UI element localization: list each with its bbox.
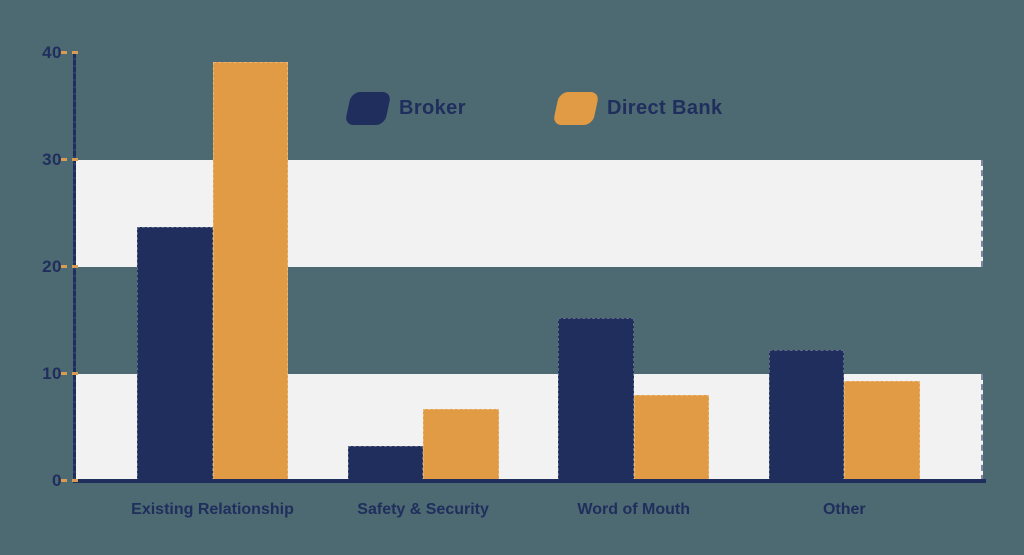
y-tick-label: 30: [42, 150, 62, 169]
x-axis-label: Word of Mouth: [577, 501, 690, 518]
bar-broker-1: [347, 445, 424, 481]
y-tick-label: 40: [42, 43, 62, 62]
y-tick-mark: [61, 265, 78, 268]
direct-bank-swatch-icon: [552, 92, 600, 125]
bar-direct-bank-1: [423, 409, 499, 481]
bar-direct-bank-2: [633, 395, 710, 481]
x-axis-label: Safety & Security: [357, 501, 489, 518]
bar-broker-3: [768, 350, 845, 481]
bar-direct-bank-0: [212, 61, 288, 481]
y-axis-line: [73, 53, 76, 483]
y-tick-mark: [61, 158, 78, 161]
y-tick-label: 10: [42, 364, 62, 383]
y-tick-mark: [61, 372, 78, 375]
legend-label-broker: Broker: [399, 97, 466, 119]
y-tick-label: 20: [42, 257, 62, 276]
y-tick-mark: [61, 479, 78, 482]
y-tick-label: 0: [52, 471, 62, 490]
bar-direct-bank-3: [844, 381, 920, 481]
x-axis-label: Other: [822, 501, 866, 518]
legend-label-direct-bank: Direct Bank: [607, 97, 723, 119]
legend-item-direct-bank: Direct Bank: [552, 91, 723, 126]
x-axis-line: [73, 479, 986, 483]
y-tick-mark: [61, 51, 78, 54]
bar-broker-0: [137, 227, 213, 481]
legend-item-broker: Broker: [344, 91, 466, 126]
x-axis-label: Existing Relationship: [131, 501, 294, 518]
broker-swatch-icon: [344, 92, 392, 125]
bar-broker-2: [558, 318, 634, 481]
